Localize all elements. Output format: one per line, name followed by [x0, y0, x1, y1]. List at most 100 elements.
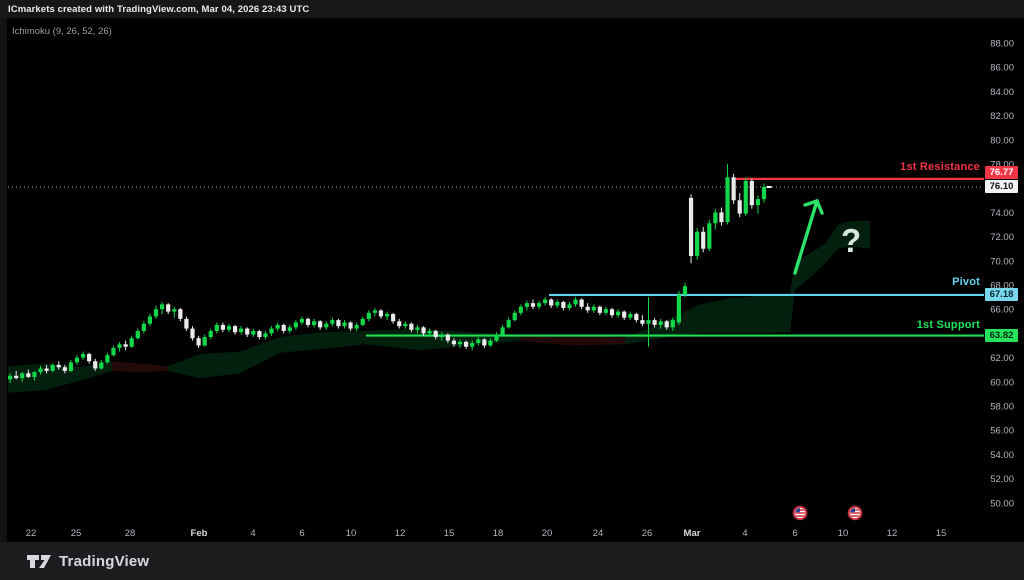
candle[interactable]	[573, 299, 578, 305]
candle[interactable]	[312, 321, 317, 325]
candle[interactable]	[44, 368, 49, 371]
candle[interactable]	[80, 353, 86, 358]
candle[interactable]	[318, 321, 323, 328]
candle[interactable]	[451, 340, 457, 345]
candle[interactable]	[208, 330, 213, 338]
candle[interactable]	[220, 324, 225, 330]
candle[interactable]	[476, 339, 481, 344]
candle[interactable]	[518, 306, 523, 313]
candle[interactable]	[682, 286, 688, 295]
us-economic-event-flag-icon[interactable]	[847, 505, 863, 521]
question-mark-annotation[interactable]: ?	[841, 222, 861, 259]
candle[interactable]	[749, 180, 754, 206]
candle[interactable]	[190, 328, 195, 339]
candle[interactable]	[506, 320, 511, 328]
candle[interactable]	[737, 200, 742, 214]
candle[interactable]	[761, 186, 767, 200]
candle[interactable]	[257, 330, 262, 338]
candle[interactable]	[494, 334, 499, 341]
candle[interactable]	[622, 311, 627, 318]
candle[interactable]	[324, 323, 329, 328]
candle[interactable]	[293, 322, 298, 328]
candle[interactable]	[56, 364, 61, 368]
candle[interactable]	[354, 324, 359, 329]
candle[interactable]	[512, 312, 517, 321]
candle[interactable]	[646, 320, 651, 324]
candle[interactable]	[336, 320, 341, 327]
candle[interactable]	[214, 324, 219, 331]
candle[interactable]	[616, 311, 621, 316]
candle[interactable]	[670, 320, 675, 328]
candle[interactable]	[378, 310, 384, 317]
candle[interactable]	[172, 309, 177, 312]
candle[interactable]	[640, 320, 645, 324]
candle[interactable]	[664, 321, 669, 328]
candle[interactable]	[457, 341, 463, 345]
candle[interactable]	[251, 330, 256, 335]
candle[interactable]	[87, 353, 92, 362]
candle[interactable]	[549, 299, 554, 306]
candle[interactable]	[129, 338, 134, 347]
candle[interactable]	[239, 328, 244, 333]
candle[interactable]	[26, 373, 31, 377]
candle[interactable]	[160, 304, 165, 310]
candle[interactable]	[50, 364, 55, 371]
candle[interactable]	[348, 322, 353, 329]
candle[interactable]	[74, 357, 80, 363]
candle[interactable]	[384, 314, 390, 317]
candle[interactable]	[433, 330, 438, 338]
candle[interactable]	[421, 327, 426, 334]
tradingview-brand[interactable]: TradingView	[26, 551, 149, 571]
candle[interactable]	[147, 316, 153, 324]
us-economic-event-flag-icon[interactable]	[792, 505, 808, 521]
candle[interactable]	[226, 326, 232, 330]
candle[interactable]	[68, 362, 73, 371]
candle[interactable]	[330, 320, 335, 324]
candle[interactable]	[135, 330, 140, 339]
candle[interactable]	[743, 180, 748, 214]
candle[interactable]	[8, 375, 13, 380]
up-arrow-annotation[interactable]	[793, 199, 819, 275]
candle[interactable]	[688, 197, 694, 256]
candle[interactable]	[415, 327, 420, 330]
candle[interactable]	[591, 306, 596, 311]
candle[interactable]	[701, 231, 706, 249]
candle[interactable]	[707, 223, 712, 249]
candle[interactable]	[555, 301, 560, 306]
candle[interactable]	[38, 368, 43, 373]
candle[interactable]	[524, 303, 529, 307]
candle[interactable]	[634, 314, 639, 321]
candle[interactable]	[579, 299, 584, 307]
candle[interactable]	[603, 309, 609, 313]
candle[interactable]	[409, 323, 414, 330]
candle[interactable]	[20, 373, 25, 379]
candle[interactable]	[232, 326, 238, 333]
candle[interactable]	[269, 328, 274, 334]
candle[interactable]	[567, 304, 572, 308]
candle[interactable]	[366, 312, 371, 319]
candle[interactable]	[178, 309, 183, 319]
candle[interactable]	[263, 333, 268, 338]
candle[interactable]	[111, 347, 116, 356]
candle[interactable]	[62, 367, 67, 371]
candle[interactable]	[202, 337, 207, 346]
candle[interactable]	[397, 321, 402, 327]
candle[interactable]	[245, 328, 250, 335]
candle[interactable]	[117, 344, 122, 348]
candle[interactable]	[500, 327, 505, 335]
candle[interactable]	[391, 314, 396, 322]
candle[interactable]	[530, 303, 536, 307]
candle[interactable]	[287, 327, 292, 331]
candle[interactable]	[299, 318, 305, 323]
candle[interactable]	[536, 303, 542, 307]
candle[interactable]	[93, 361, 98, 369]
candle[interactable]	[196, 338, 201, 346]
candle[interactable]	[153, 309, 159, 317]
candle[interactable]	[445, 334, 450, 341]
candle[interactable]	[719, 212, 724, 223]
candle[interactable]	[482, 339, 487, 346]
candle[interactable]	[372, 310, 377, 313]
candle[interactable]	[488, 340, 493, 346]
indicator-title[interactable]: Ichimoku (9, 26, 52, 26)	[12, 26, 112, 37]
